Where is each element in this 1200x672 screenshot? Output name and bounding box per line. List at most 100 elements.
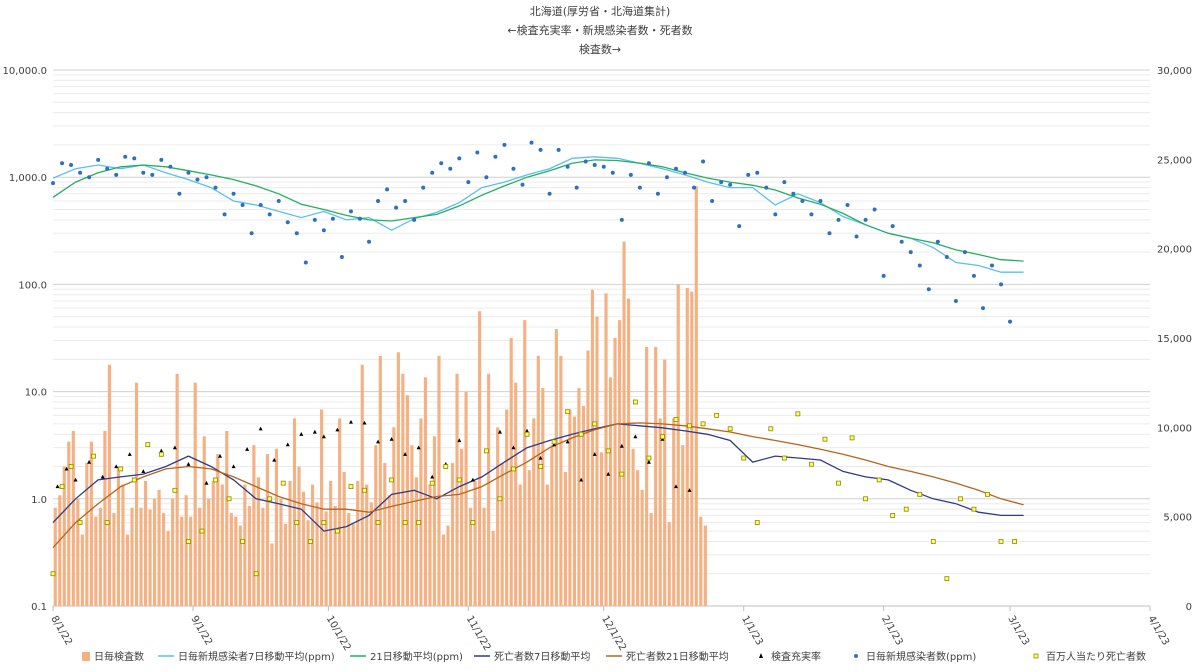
scatter-point xyxy=(673,484,678,489)
bar xyxy=(356,480,360,606)
bar xyxy=(387,495,391,606)
bar xyxy=(396,352,400,606)
legend-item: 日毎新規感染者7日移動平均(ppm) xyxy=(158,650,335,663)
scatter-point xyxy=(764,185,769,190)
bar xyxy=(599,452,604,606)
scatter-point xyxy=(321,434,326,439)
scatter-point xyxy=(520,182,525,187)
scatter-point xyxy=(980,306,985,311)
scatter-point xyxy=(64,466,69,471)
bar xyxy=(94,516,98,606)
legend-label: 21日移動平均(ppm) xyxy=(370,650,463,663)
legend-swatch xyxy=(1033,653,1039,659)
bar xyxy=(378,355,382,606)
scatter-point xyxy=(592,452,597,456)
scatter-point xyxy=(78,170,83,175)
scatter-point xyxy=(186,170,191,175)
bar xyxy=(157,489,161,606)
legend-label: 死亡者数21日移動平均 xyxy=(626,650,729,663)
bar xyxy=(392,427,396,606)
bar xyxy=(450,463,455,606)
scatter-point xyxy=(484,175,489,180)
scatter-point xyxy=(91,453,97,459)
scatter-point xyxy=(930,539,936,544)
y-left-tick-label: 10.0 xyxy=(25,388,47,399)
scatter-point xyxy=(899,239,904,244)
bar xyxy=(148,509,152,606)
chart-title-line-2: ←検査充実率・新規感染者数・死者数 xyxy=(507,23,692,37)
bar xyxy=(107,364,112,606)
legend-item: 日毎新規感染者数(ppm) xyxy=(854,650,976,663)
scatter-point xyxy=(903,506,909,512)
bar xyxy=(649,513,653,606)
bar xyxy=(410,445,414,606)
scatter-point xyxy=(719,180,724,185)
scatter-point xyxy=(421,185,426,190)
legend-label: 日毎新規感染者数(ppm) xyxy=(866,650,976,663)
bar xyxy=(67,441,71,606)
scatter-point xyxy=(700,421,706,427)
bar xyxy=(658,418,662,606)
scatter-point xyxy=(339,255,344,260)
bar xyxy=(559,355,563,606)
scatter-point xyxy=(619,471,625,477)
scatter-point xyxy=(231,191,236,196)
scatter-point xyxy=(249,231,254,236)
scatter-point xyxy=(687,488,692,492)
scatter-point xyxy=(714,412,720,418)
bar xyxy=(586,350,590,606)
bar xyxy=(455,373,459,606)
bar xyxy=(252,445,256,606)
bar xyxy=(473,480,477,606)
scatter-point xyxy=(538,147,543,152)
scatter-point xyxy=(439,161,444,166)
scatter-point xyxy=(755,170,760,175)
scatter-point xyxy=(68,464,74,469)
scatter-point xyxy=(556,147,561,152)
scatter-point xyxy=(348,484,354,489)
scatter-point xyxy=(60,161,65,166)
scatter-point xyxy=(132,156,137,161)
scatter-point xyxy=(890,224,895,229)
bar xyxy=(189,516,193,606)
bar xyxy=(320,409,324,606)
scatter-point xyxy=(367,239,372,244)
scatter-point xyxy=(195,177,200,182)
bar xyxy=(329,480,333,606)
scatter-point xyxy=(890,513,896,518)
legend-label: 死亡者数7日移動平均 xyxy=(494,650,590,663)
bar xyxy=(627,298,631,606)
scatter-point xyxy=(768,426,774,432)
scatter-point xyxy=(362,487,367,493)
scatter-point xyxy=(335,528,340,534)
legend-label: 百万人当たり死亡者数 xyxy=(1046,650,1146,663)
scatter-point xyxy=(226,496,232,502)
scatter-point xyxy=(204,175,209,180)
bar xyxy=(234,516,238,606)
scatter-point xyxy=(466,180,471,185)
bar xyxy=(617,320,622,606)
scatter-point xyxy=(538,464,543,469)
scatter-point xyxy=(908,250,913,255)
bar xyxy=(207,498,211,606)
scatter-point xyxy=(827,231,832,236)
scatter-point xyxy=(416,520,422,525)
scatter-point xyxy=(403,452,408,456)
scatter-point xyxy=(385,187,390,192)
bar xyxy=(469,507,473,606)
scatter-point xyxy=(199,528,205,534)
bar xyxy=(590,289,595,606)
scatter-point xyxy=(854,234,859,239)
bar xyxy=(297,466,301,606)
scatter-series xyxy=(55,419,692,492)
scatter-point xyxy=(605,448,611,454)
bar xyxy=(333,505,337,606)
bar xyxy=(563,472,567,606)
bar xyxy=(292,418,297,606)
scatter-point xyxy=(493,154,498,159)
bar xyxy=(527,470,531,606)
scatter-point xyxy=(592,162,597,167)
scatter-point xyxy=(159,448,164,453)
bar xyxy=(699,516,703,606)
bar xyxy=(180,516,184,606)
